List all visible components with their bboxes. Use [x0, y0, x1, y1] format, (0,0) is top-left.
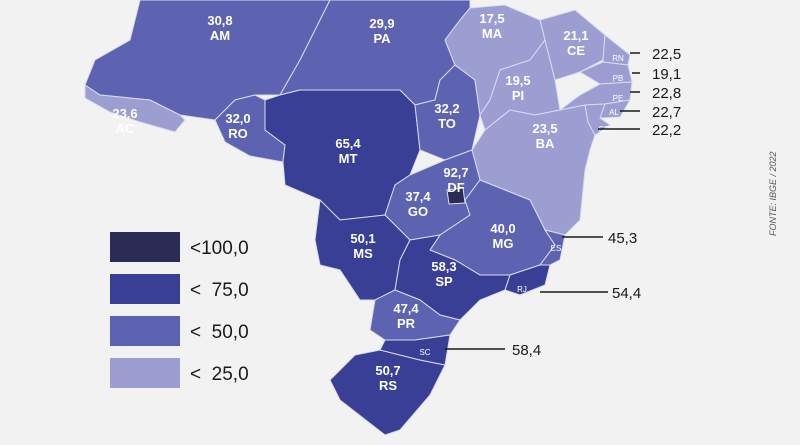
- state-value-label: 19,5: [505, 73, 530, 88]
- state-se: [584, 103, 611, 136]
- state-code-label: SC: [419, 348, 430, 357]
- state-code-label: PI: [512, 88, 524, 103]
- state-value-label: 65,4: [335, 136, 361, 151]
- state-value-label: 22,5: [652, 46, 681, 63]
- state-value-label: 32,2: [434, 101, 459, 116]
- legend-label: <100,0: [190, 238, 249, 259]
- state-code-label: RO: [228, 126, 248, 141]
- state-value-label: 47,4: [393, 301, 419, 316]
- state-code-label: RN: [612, 54, 624, 63]
- state-code-label: PR: [397, 316, 416, 331]
- state-value-label: 32,0: [225, 111, 250, 126]
- state-value-label: 21,1: [563, 28, 588, 43]
- state-value-label: 17,5: [479, 11, 504, 26]
- legend-label: < 25,0: [190, 364, 249, 385]
- state-ce: [539, 9, 606, 81]
- state-code-label: PA: [373, 31, 391, 46]
- state-code-label: SP: [435, 274, 453, 289]
- state-value-label: 92,7: [443, 165, 468, 180]
- state-value-label: 58,3: [431, 259, 456, 274]
- state-value-label: 45,3: [608, 230, 637, 247]
- state-value-label: 30,8: [207, 13, 232, 28]
- state-code-label: MT: [339, 151, 358, 166]
- state-code-label: TO: [438, 116, 456, 131]
- state-value-label: 50,7: [375, 363, 400, 378]
- state-value-label: 50,1: [350, 231, 375, 246]
- state-value-label: 22,2: [652, 122, 681, 139]
- state-value-label: 37,4: [405, 189, 431, 204]
- state-value-label: 54,4: [612, 285, 641, 302]
- state-value-label: 29,9: [369, 16, 394, 31]
- state-code-label: PB: [613, 74, 624, 83]
- state-pr: [369, 289, 461, 341]
- state-code-label: GO: [408, 204, 428, 219]
- state-code-label: DF: [447, 180, 464, 195]
- source-note: FONTE: IBGE / 2022: [768, 151, 778, 236]
- state-value-label: 22,8: [652, 85, 681, 102]
- state-value-label: 23,5: [532, 121, 557, 136]
- state-value-label: 22,7: [652, 104, 681, 121]
- state-code-label: AM: [210, 28, 230, 43]
- legend-swatch: [110, 274, 180, 304]
- state-code-label: RJ: [517, 285, 527, 294]
- state-code-label: MG: [493, 236, 514, 251]
- state-value-label: 23,6: [112, 106, 137, 121]
- state-code-label: BA: [536, 136, 555, 151]
- state-rj: [504, 264, 551, 296]
- state-ac: [84, 84, 186, 133]
- state-code-label: AL: [609, 108, 619, 117]
- legend-label: < 75,0: [190, 280, 249, 301]
- state-code-label: MA: [482, 26, 503, 41]
- state-code-label: MS: [353, 246, 373, 261]
- state-df: [446, 187, 466, 205]
- state-value-label: 40,0: [490, 221, 515, 236]
- state-code-label: CE: [567, 43, 585, 58]
- legend-swatch: [110, 232, 180, 262]
- state-sc: [379, 334, 451, 366]
- state-code-label: RS: [379, 378, 397, 393]
- state-value-label: 58,4: [512, 342, 541, 359]
- legend-label: < 50,0: [190, 322, 249, 343]
- legend-swatch: [110, 316, 180, 346]
- state-code-label: ES: [551, 244, 562, 253]
- state-code-label: AC: [116, 121, 135, 136]
- state-code-label: PE: [613, 94, 624, 103]
- legend-swatch: [110, 358, 180, 388]
- state-value-label: 19,1: [652, 66, 681, 83]
